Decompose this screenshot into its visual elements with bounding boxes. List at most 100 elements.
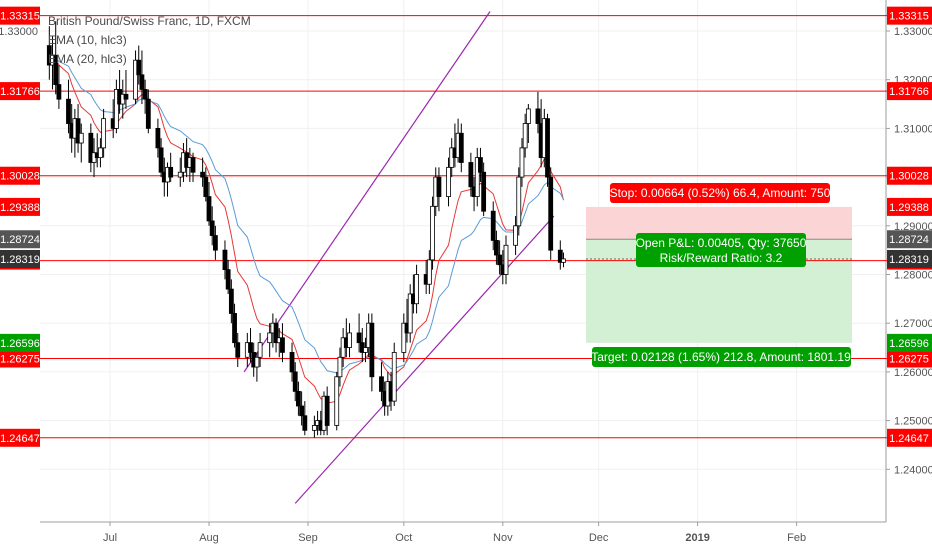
trend-channel[interactable] (243, 11, 555, 504)
level-badge-left-bg (0, 166, 40, 185)
chart-title: British Pound/Swiss Franc, 1D, FXCM (48, 14, 251, 28)
x-tick-label: Dec (589, 532, 609, 544)
ema20-legend: EMA (20, hlc3) (48, 52, 127, 66)
target-badge-right-bg (887, 333, 932, 352)
y-tick-label: 1.28000 (894, 270, 932, 282)
pnl-label-bg (636, 233, 806, 267)
level-badge-left-text: 1.31766 (0, 86, 40, 98)
candle-body (78, 132, 84, 144)
candle-body (474, 157, 480, 197)
current-badge-left-bg (0, 249, 40, 268)
candle-body (519, 147, 525, 178)
level-badge-left-text: 1.30028 (0, 171, 40, 183)
level-badge-right-text: 1.30028 (889, 171, 929, 183)
entry-badge-right-text: 1.28724 (889, 234, 929, 246)
candle-body (557, 249, 563, 263)
target-label-bg (592, 347, 851, 367)
position-zones (586, 206, 852, 343)
x-tick-label: Oct (395, 532, 412, 544)
candle-body (56, 84, 62, 100)
candle-body (324, 395, 330, 426)
candle-body (228, 288, 234, 314)
candle-body (136, 59, 142, 76)
level-badge-right-text: 1.33315 (889, 11, 929, 23)
entry-badge-left-text: 1.28724 (0, 234, 40, 246)
target-label-text: Target: 0.02128 (1.65%) 212.8, Amount: 1… (591, 350, 851, 364)
rr-label-text: Risk/Reward Ratio: 3.2 (660, 251, 783, 265)
candle-body (436, 176, 442, 197)
candle-body (289, 352, 295, 373)
target-badge-right-text: 1.26596 (889, 338, 929, 350)
y-tick-label: 1.24000 (894, 464, 932, 476)
candle-body (379, 376, 384, 392)
candle-body (88, 132, 94, 163)
level-badge-right-bg (887, 82, 932, 101)
target-badge-left-text: 1.26596 (0, 338, 40, 350)
candle-body (177, 171, 183, 178)
candle-body (494, 240, 499, 256)
level-badge-right-text: 1.24647 (889, 433, 929, 445)
stop-label-text: Stop: 0.00664 (0.52%) 66.4, Amount: 750 (610, 186, 831, 200)
candle-body (222, 249, 228, 271)
candle-body (113, 89, 119, 129)
level-badge-right-bg (887, 349, 932, 368)
candle-body (446, 166, 451, 197)
candle-body (522, 123, 528, 149)
candle-body (75, 118, 81, 144)
candle-body (257, 342, 263, 358)
entry-badge-left-bg (0, 230, 40, 249)
price-badges: 1.33315 1.33315 1.31766 1.31766 1.30028 1.300… (0, 6, 932, 447)
x-tick-label: Sep (298, 532, 318, 544)
candle-body (481, 171, 487, 212)
y-tick-label-left: 1.33000 (0, 26, 38, 38)
candle-body (280, 337, 285, 353)
candles (46, 21, 566, 438)
candle-body (98, 147, 103, 159)
candle-body (337, 356, 343, 378)
candle-body (497, 254, 503, 266)
candle-body (225, 269, 231, 290)
candle-body (503, 244, 509, 275)
candle-body (203, 176, 209, 197)
y-tick-label: 1.27000 (894, 318, 932, 330)
candle-body (391, 352, 397, 402)
level-badge-right-text: 1.31766 (889, 86, 929, 98)
candle-body (407, 293, 413, 334)
level-badge-right-text: 1.26275 (889, 354, 929, 366)
candle-body (209, 220, 215, 236)
candle-body (158, 147, 164, 173)
pnl-label: Open P&L: 0.00405, Qty: 37650 Risk/Rewar… (636, 233, 807, 267)
stop-badge-left-text: 1.29388 (0, 202, 40, 214)
candle-body (478, 157, 483, 173)
candle-body (430, 205, 435, 261)
target-label: Target: 0.02128 (1.65%) 212.8, Amount: 1… (591, 347, 851, 367)
candle-body (369, 322, 375, 378)
position-tool[interactable]: Stop: 0.00664 (0.52%) 66.4, Amount: 750 … (591, 183, 851, 367)
target-badge-left-bg (0, 333, 40, 352)
channel-line (294, 215, 555, 504)
x-tick-label: Aug (199, 532, 219, 544)
y-tick-label: 1.33000 (894, 26, 932, 38)
candle-body (363, 347, 368, 353)
y-tick-label: 1.26000 (894, 367, 932, 379)
level-badge-left-bg (0, 82, 40, 101)
level-badge-left-text: 1.24647 (0, 433, 40, 445)
candle-body (334, 376, 340, 426)
candle-body (302, 415, 308, 431)
y-tick-label: 1.29000 (894, 221, 932, 233)
x-tick-label: Nov (493, 532, 513, 544)
candle-body (267, 332, 273, 344)
level-badge-left-bg (0, 6, 40, 25)
candle-body (212, 235, 218, 251)
candle-body (232, 313, 237, 344)
candle-body (273, 322, 279, 344)
candle-body (468, 162, 474, 188)
candle-body (123, 93, 129, 100)
candle-body (299, 405, 305, 417)
stop-label: Stop: 0.00664 (0.52%) 66.4, Amount: 750 (610, 183, 831, 203)
x-tick-label: Feb (787, 532, 806, 544)
level-badge-right-bg (887, 6, 932, 25)
candle-body (235, 342, 241, 358)
level-badge-left-text: 1.26275 (0, 354, 40, 366)
